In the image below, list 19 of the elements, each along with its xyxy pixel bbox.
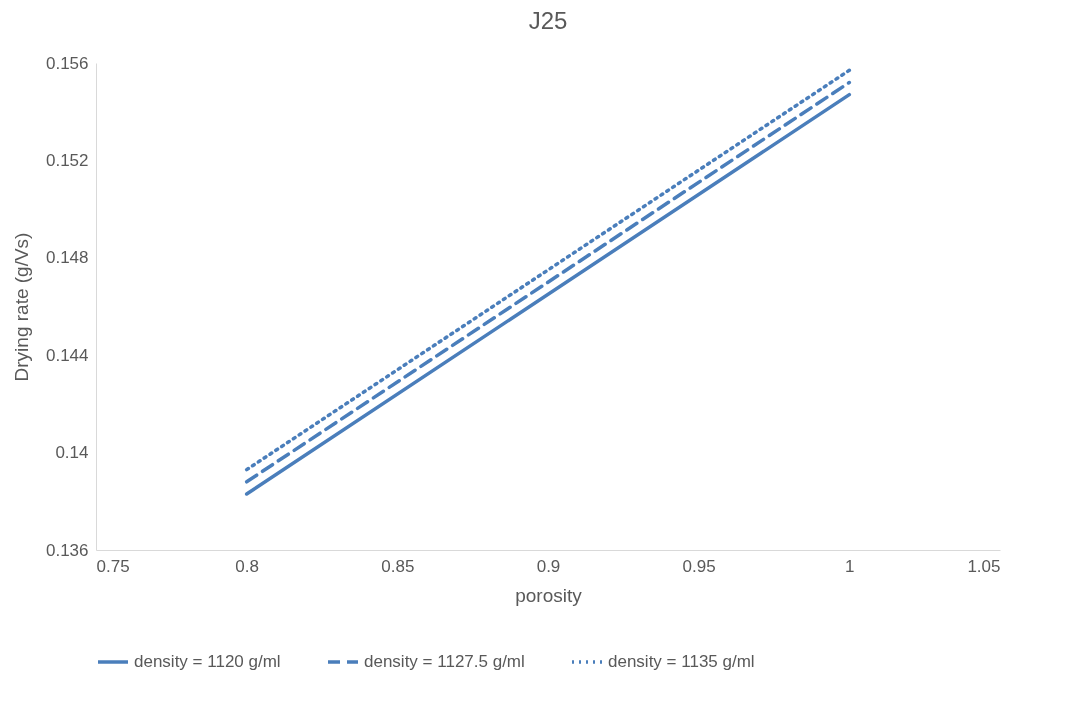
x-tick-label: 0.85 — [381, 556, 415, 576]
x-tick-label: 0.8 — [235, 556, 259, 576]
x-tick-label: 0.95 — [682, 556, 716, 576]
y-tick-label: 0.144 — [45, 345, 89, 365]
y-tick-label: 0.148 — [45, 248, 89, 268]
legend-label: density = 1127.5 g/ml — [364, 652, 525, 671]
x-axis-title: porosity — [515, 584, 583, 606]
chart-title: J25 — [528, 7, 568, 34]
x-tick-label: 1.05 — [967, 556, 1001, 576]
legend-label: density = 1120 g/ml — [134, 652, 281, 671]
y-tick-label: 0.152 — [45, 150, 89, 170]
legend-label: density = 1135 g/ml — [608, 652, 755, 671]
y-tick-label: 0.156 — [45, 53, 89, 73]
y-axis-title: Drying rate (g/Vs) — [10, 232, 32, 382]
y-tick-label: 0.14 — [55, 443, 89, 463]
x-tick-label: 0.75 — [96, 556, 130, 576]
y-tick-label: 0.136 — [45, 540, 89, 560]
x-tick-label: 1 — [845, 556, 855, 576]
x-tick-label: 0.9 — [536, 556, 561, 576]
